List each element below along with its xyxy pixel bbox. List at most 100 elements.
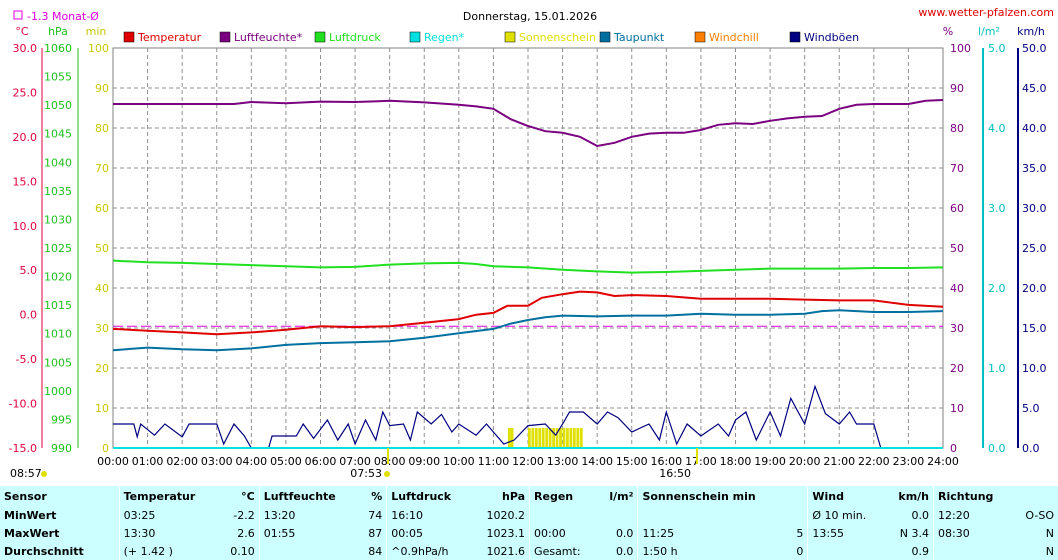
unit-press: hPa xyxy=(48,25,68,38)
x-tick-label: 07:00 xyxy=(339,455,371,468)
temp-tick-label: -10.0 xyxy=(9,398,37,411)
month-avg-swatch xyxy=(13,10,23,20)
x-tick-label: 06:00 xyxy=(305,455,337,468)
summary-header: Regen xyxy=(529,486,598,506)
pressure-tick-label: 1035 xyxy=(44,185,72,198)
sunshine-tick-label: 60 xyxy=(95,202,109,215)
pressure-tick-label: 1030 xyxy=(44,213,72,226)
rain-tick-label: 0.0 xyxy=(988,442,1006,455)
temp-tick-label: 20.0 xyxy=(13,131,38,144)
x-tick-label: 19:00 xyxy=(754,455,786,468)
legend-label: Temperatur xyxy=(137,31,202,44)
x-tick-label: 18:00 xyxy=(720,455,752,468)
temp-tick-label: -15.0 xyxy=(9,442,37,455)
rain-tick-label: 1.0 xyxy=(988,362,1006,375)
pressure-tick-label: 1055 xyxy=(44,71,72,84)
x-tick-label: 11:00 xyxy=(478,455,510,468)
unit-hum: % xyxy=(943,25,953,38)
wind-tick-label: 25.0 xyxy=(1022,242,1047,255)
sunset-marker: 16:50 xyxy=(659,448,698,480)
summary-cell-time: 03:25 xyxy=(118,506,219,524)
pressure-tick-label: 1050 xyxy=(44,99,72,112)
sunshine-bar xyxy=(572,428,576,448)
sunshine-tick-label: 0 xyxy=(102,442,109,455)
legend-label: Luftdruck xyxy=(329,31,381,44)
summary-cell xyxy=(109,524,120,542)
legend-label: Regen* xyxy=(424,31,465,44)
legend-label: Sonnenschein xyxy=(519,31,596,44)
month-avg-label: -1.3 Monat-Ø xyxy=(27,10,99,23)
summary-row: MinWert 03:25 -2.2 13:20 74 16:10 1020.2 Ø 10 m… xyxy=(0,506,1058,524)
summary-row: Durchschnitt (+ 1.42 ) 0.10 84 ^0.9hPa/h 1021… xyxy=(0,542,1058,560)
summary-header-row: Sensor Temperatur °C Luftfeuchte% Luftdruck h… xyxy=(0,486,1058,506)
pressure-tick-label: 1025 xyxy=(44,242,72,255)
pressure-tick-label: 1045 xyxy=(44,128,72,141)
x-tick-label: 02:00 xyxy=(166,455,198,468)
unit-rain: l/m² xyxy=(978,25,1000,38)
summary-cell-value: N xyxy=(1045,544,1054,558)
summary-cell-value: 74 xyxy=(368,508,383,522)
pressure-tick-label: 1060 xyxy=(44,42,72,55)
summary-cell-time xyxy=(529,506,598,524)
chart-title: Donnerstag, 15.01.2026 xyxy=(463,10,597,23)
temp-tick-label: 15.0 xyxy=(13,175,38,188)
summary-table: Sensor Temperatur °C Luftfeuchte% Luftdruck h… xyxy=(0,486,1058,560)
sunshine-bar xyxy=(555,428,559,448)
summary-cell-time xyxy=(637,506,789,524)
summary-header: Luftdruck xyxy=(386,486,472,506)
pressure-tick-label: 1000 xyxy=(44,385,72,398)
sunshine-bar xyxy=(576,428,580,448)
summary-cell-time: 13:55 xyxy=(807,524,886,542)
series-line-luftfeuchte xyxy=(113,99,944,148)
sunshine-bar xyxy=(545,428,549,448)
x-tick-label: 10:00 xyxy=(443,455,475,468)
pressure-tick-label: 1010 xyxy=(44,328,72,341)
summary-cell-time: 01:55 xyxy=(258,524,359,542)
summary-header-unit: l/m² xyxy=(609,489,634,503)
summary-cell-time: Ø 10 min. xyxy=(807,506,886,524)
legend-swatch xyxy=(409,31,421,43)
sunrise-marker: 07:53 xyxy=(350,448,390,480)
grid-lines xyxy=(113,48,943,448)
pressure-tick-label: 1020 xyxy=(44,271,72,284)
pressure-tick-label: 1040 xyxy=(44,156,72,169)
temp-tick-label: 25.0 xyxy=(13,86,38,99)
humidity-tick-label: 100 xyxy=(950,42,971,55)
humidity-tick-label: 70 xyxy=(950,162,964,175)
summary-cell-time: 12:20 xyxy=(933,506,1013,524)
humidity-tick-label: 60 xyxy=(950,202,964,215)
summary-cell-time: Gesamt: xyxy=(529,542,598,560)
wind-tick-label: 50.0 xyxy=(1022,42,1047,55)
summary-cell-value: 0.0 xyxy=(911,508,930,522)
weather-chart: Donnerstag, 15.01.2026 www.wetter-pfalze… xyxy=(9,6,1054,480)
current-time-marker: 08:57 xyxy=(10,467,47,480)
sunshine-tick-label: 20 xyxy=(95,362,109,375)
x-tick-label: 17:00 xyxy=(685,455,717,468)
summary-header-unit: °C xyxy=(241,489,255,503)
legend-label: Windböen xyxy=(804,31,859,44)
summary-row: MaxWert 13:30 2.6 01:55 87 00:05 1023.1 00:00 0.… xyxy=(0,524,1058,542)
summary-header-unit xyxy=(789,486,808,506)
summary-cell-time: 13:20 xyxy=(258,506,359,524)
x-tick-label: 22:00 xyxy=(858,455,890,468)
sunshine-bar xyxy=(534,428,538,448)
summary-header-unit xyxy=(109,486,120,506)
series-line-taupunkt xyxy=(112,309,944,352)
x-tick-label: 12:00 xyxy=(512,455,544,468)
summary-cell-value: 5 xyxy=(796,526,804,540)
humidity-tick-label: 0 xyxy=(950,442,957,455)
sunshine-tick-label: 10 xyxy=(95,402,109,415)
sunshine-bar xyxy=(559,428,562,448)
summary-header: Wind xyxy=(807,486,886,506)
series-line-luftdruck xyxy=(112,259,944,274)
summary-cell-time: (+ 1.42 ) xyxy=(118,542,219,560)
sunshine-tick-label: 50 xyxy=(95,242,109,255)
x-tick-label: 00:00 xyxy=(97,455,129,468)
sunshine-bar xyxy=(507,428,511,448)
summary-cell-time xyxy=(258,542,359,560)
x-tick-label: 15:00 xyxy=(616,455,648,468)
sunshine-bar xyxy=(548,428,552,448)
summary-cell-time: 11:25 xyxy=(637,524,789,542)
x-tick-label: 24:00 xyxy=(927,455,959,468)
summary-header-unit: km/h xyxy=(898,489,930,503)
